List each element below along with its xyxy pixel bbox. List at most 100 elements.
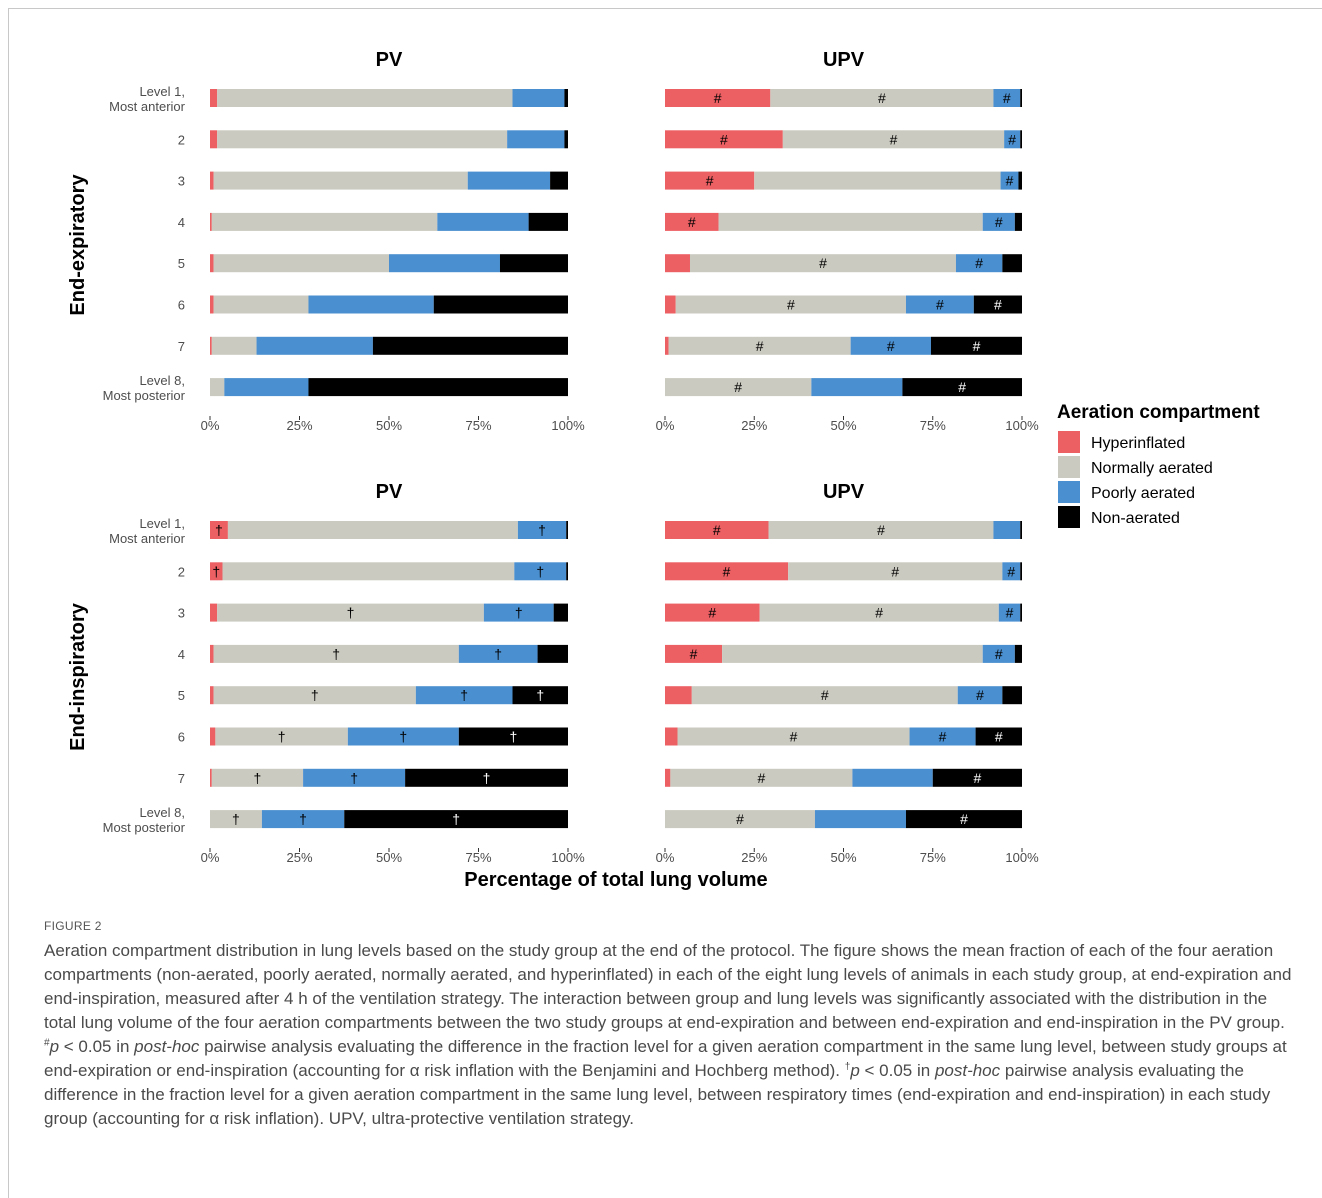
bar-segment <box>514 562 567 581</box>
bar-segment <box>344 810 568 829</box>
level-label: 6 <box>178 298 185 313</box>
row-title: End-expiratory <box>67 174 89 316</box>
level-label: Level 1, <box>139 84 185 99</box>
significance-marker: # <box>708 605 716 621</box>
bar-segment <box>665 89 771 107</box>
significance-marker: † <box>538 522 546 538</box>
significance-marker: † <box>494 646 502 662</box>
bar-segment <box>210 295 214 314</box>
bar-segment <box>998 603 1021 622</box>
level-label: Most posterior <box>103 388 186 403</box>
bar-segment <box>213 254 389 273</box>
bar-segment <box>211 768 304 787</box>
bar-segment <box>210 336 212 355</box>
bar-segment <box>213 644 459 663</box>
significance-marker: † <box>215 522 223 538</box>
legend-item-label: Poorly aerated <box>1091 485 1195 502</box>
bar-segment <box>982 644 1015 663</box>
bar-segment <box>458 727 568 746</box>
significance-marker: # <box>706 173 714 189</box>
significance-marker: # <box>1006 173 1014 189</box>
bar-segment <box>852 768 933 787</box>
significance-marker: # <box>975 255 983 271</box>
bar-segment <box>665 254 690 273</box>
significance-marker: † <box>350 770 358 786</box>
significance-marker: # <box>720 131 728 147</box>
bar-segment <box>993 521 1021 539</box>
bar-segment <box>210 378 225 397</box>
caption-posthoc1: post-hoc <box>134 1037 200 1056</box>
bar-segment <box>512 686 568 705</box>
bar-segment <box>850 336 931 355</box>
significance-marker: # <box>976 687 984 703</box>
significance-marker: # <box>714 90 722 106</box>
bar-segment <box>210 644 214 663</box>
level-label: 4 <box>178 215 185 230</box>
bar-segment <box>975 727 1022 746</box>
bar-segment <box>811 378 903 397</box>
significance-marker: † <box>483 770 491 786</box>
bar-segment <box>665 768 671 787</box>
bar-segment <box>670 768 853 787</box>
bar-segment <box>1018 171 1022 190</box>
bar-segment <box>308 295 434 314</box>
significance-marker: # <box>960 811 968 827</box>
axis-tick-label: 0% <box>656 418 675 433</box>
bar-segment <box>932 768 1022 787</box>
bar-segment <box>458 644 538 663</box>
axis-tick-label: 0% <box>656 850 675 865</box>
caption-p2: p <box>850 1061 860 1080</box>
significance-marker: † <box>212 563 220 579</box>
bar-segment <box>211 336 257 355</box>
axis-tick-label: 0% <box>201 418 220 433</box>
legend-swatch <box>1058 431 1080 453</box>
bar-segment <box>675 295 906 314</box>
axis-tick-label: 100% <box>551 850 585 865</box>
panel-title: UPV <box>823 481 865 503</box>
bar-segment <box>665 521 769 539</box>
bar-segment <box>564 130 568 149</box>
bar-segment <box>957 686 1003 705</box>
level-label: 2 <box>178 564 185 579</box>
axis-tick-label: 25% <box>741 850 767 865</box>
significance-marker: † <box>299 811 307 827</box>
bar-segment <box>665 562 789 581</box>
bar-segment <box>665 686 692 705</box>
significance-marker: † <box>399 729 407 745</box>
bar-segment <box>1020 521 1022 539</box>
significance-marker: # <box>734 379 742 395</box>
significance-marker: # <box>973 338 981 354</box>
level-label: Level 8, <box>139 805 185 820</box>
bar-segment <box>210 130 218 149</box>
significance-marker: # <box>890 131 898 147</box>
significance-marker: † <box>332 646 340 662</box>
legend-swatch <box>1058 481 1080 503</box>
bar-segment <box>689 254 956 273</box>
significance-marker: # <box>757 770 765 786</box>
caption-lt2: < 0.05 in <box>859 1061 935 1080</box>
figure-frame <box>8 8 1322 1198</box>
bar-segment <box>665 130 783 149</box>
figure-label: FIGURE 2 <box>44 919 102 933</box>
bar-segment <box>467 171 551 190</box>
level-label: 7 <box>178 771 185 786</box>
bar-segment <box>691 686 958 705</box>
axis-tick-label: 50% <box>830 850 856 865</box>
level-label: 2 <box>178 132 185 147</box>
significance-marker: # <box>1003 90 1011 106</box>
significance-marker: # <box>994 297 1002 313</box>
significance-marker: # <box>756 338 764 354</box>
significance-marker: † <box>510 729 518 745</box>
axis-tick-label: 0% <box>201 850 220 865</box>
bar-segment <box>1014 212 1022 231</box>
bar-segment <box>210 212 212 231</box>
caption-part2: pairwise analysis evaluating the differe… <box>44 1037 1287 1080</box>
bar-segment <box>566 562 568 581</box>
significance-marker: # <box>973 770 981 786</box>
bar-segment <box>217 130 508 149</box>
bar-segment <box>677 727 910 746</box>
significance-marker: # <box>936 297 944 313</box>
bar-segment <box>437 212 529 231</box>
bar-segment <box>553 603 568 622</box>
